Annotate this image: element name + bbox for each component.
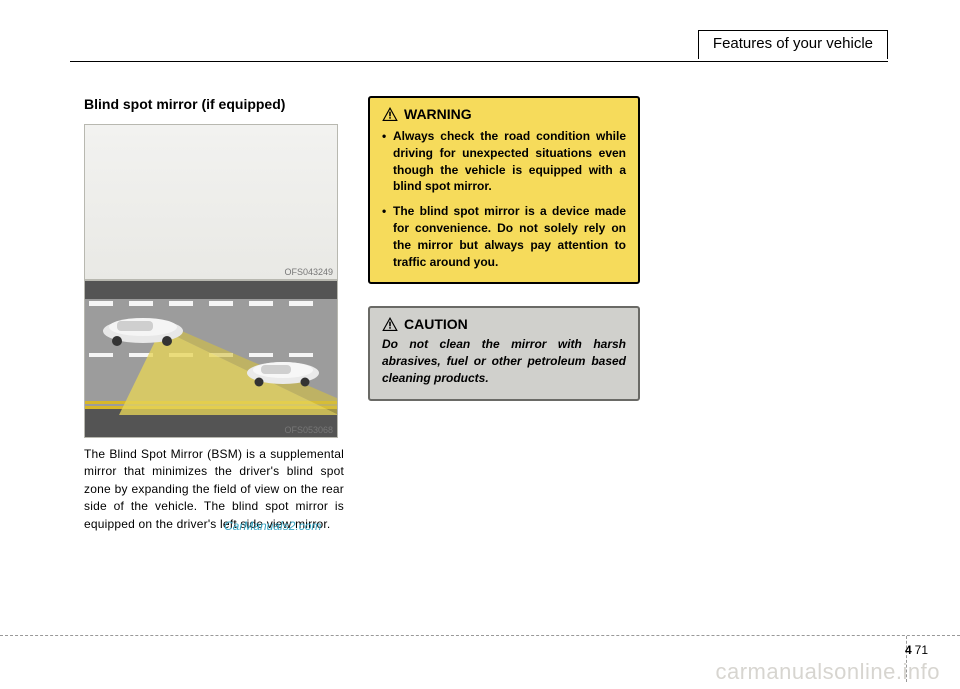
footer-rule bbox=[0, 635, 960, 636]
warning-list: Always check the road condition while dr… bbox=[382, 128, 626, 270]
figure-mirror-photo: OFS043249 bbox=[84, 124, 338, 280]
caution-box: CAUTION Do not clean the mirror with har… bbox=[368, 306, 640, 400]
middle-column: WARNING Always check the road condition … bbox=[368, 96, 644, 533]
page-header: Features of your vehicle bbox=[70, 32, 888, 56]
figure1-code: OFS043249 bbox=[284, 267, 333, 277]
warning-item: Always check the road condition while dr… bbox=[382, 128, 626, 195]
caution-text: Do not clean the mirror with harsh abras… bbox=[382, 336, 626, 386]
caution-title: CAUTION bbox=[382, 316, 626, 332]
page-section-no: 4 bbox=[905, 643, 912, 657]
caution-label: CAUTION bbox=[404, 316, 468, 332]
figure-blind-spot-diagram: OFS053068 bbox=[84, 280, 338, 438]
section-tab: Features of your vehicle bbox=[698, 30, 888, 59]
figure2-code: OFS053068 bbox=[284, 425, 333, 435]
section-tab-label: Features of your vehicle bbox=[713, 35, 873, 52]
section-title: Blind spot mirror (if equipped) bbox=[84, 96, 344, 112]
warning-box: WARNING Always check the road condition … bbox=[368, 96, 640, 284]
bottom-watermark: carmanualsonline.info bbox=[715, 659, 940, 685]
content-area: Blind spot mirror (if equipped) OFS04324… bbox=[84, 96, 888, 533]
warning-icon bbox=[382, 107, 398, 121]
left-column: Blind spot mirror (if equipped) OFS04324… bbox=[84, 96, 344, 533]
page-number: 471 bbox=[905, 643, 928, 657]
header-rule bbox=[70, 61, 888, 62]
page-no: 71 bbox=[915, 643, 928, 657]
warning-item: The blind spot mirror is a device made f… bbox=[382, 203, 626, 270]
caution-icon bbox=[382, 317, 398, 331]
warning-title: WARNING bbox=[382, 106, 626, 122]
blind-spot-svg bbox=[85, 281, 338, 438]
warning-label: WARNING bbox=[404, 106, 472, 122]
